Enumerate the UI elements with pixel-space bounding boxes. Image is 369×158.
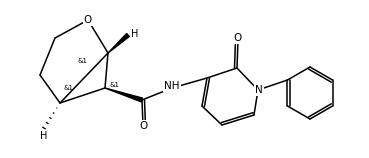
- Text: NH: NH: [164, 81, 180, 91]
- Text: O: O: [140, 121, 148, 131]
- Text: O: O: [234, 33, 242, 43]
- Polygon shape: [108, 33, 130, 53]
- Text: H: H: [131, 29, 138, 39]
- Text: &1: &1: [110, 82, 120, 88]
- Text: N: N: [255, 85, 263, 95]
- Text: H: H: [40, 131, 48, 141]
- Text: &1: &1: [77, 58, 87, 64]
- Text: O: O: [84, 15, 92, 25]
- Text: &1: &1: [63, 85, 73, 91]
- Polygon shape: [105, 88, 142, 102]
